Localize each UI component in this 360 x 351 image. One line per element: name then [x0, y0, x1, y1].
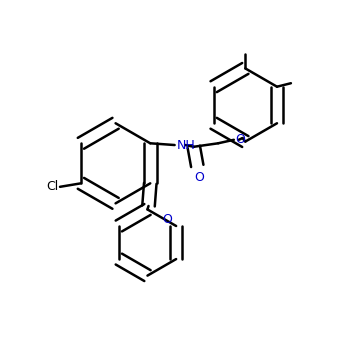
Text: Cl: Cl [46, 180, 58, 193]
Text: O: O [194, 171, 204, 184]
Text: O: O [162, 213, 172, 226]
Text: O: O [235, 133, 246, 146]
Text: NH: NH [176, 139, 195, 152]
